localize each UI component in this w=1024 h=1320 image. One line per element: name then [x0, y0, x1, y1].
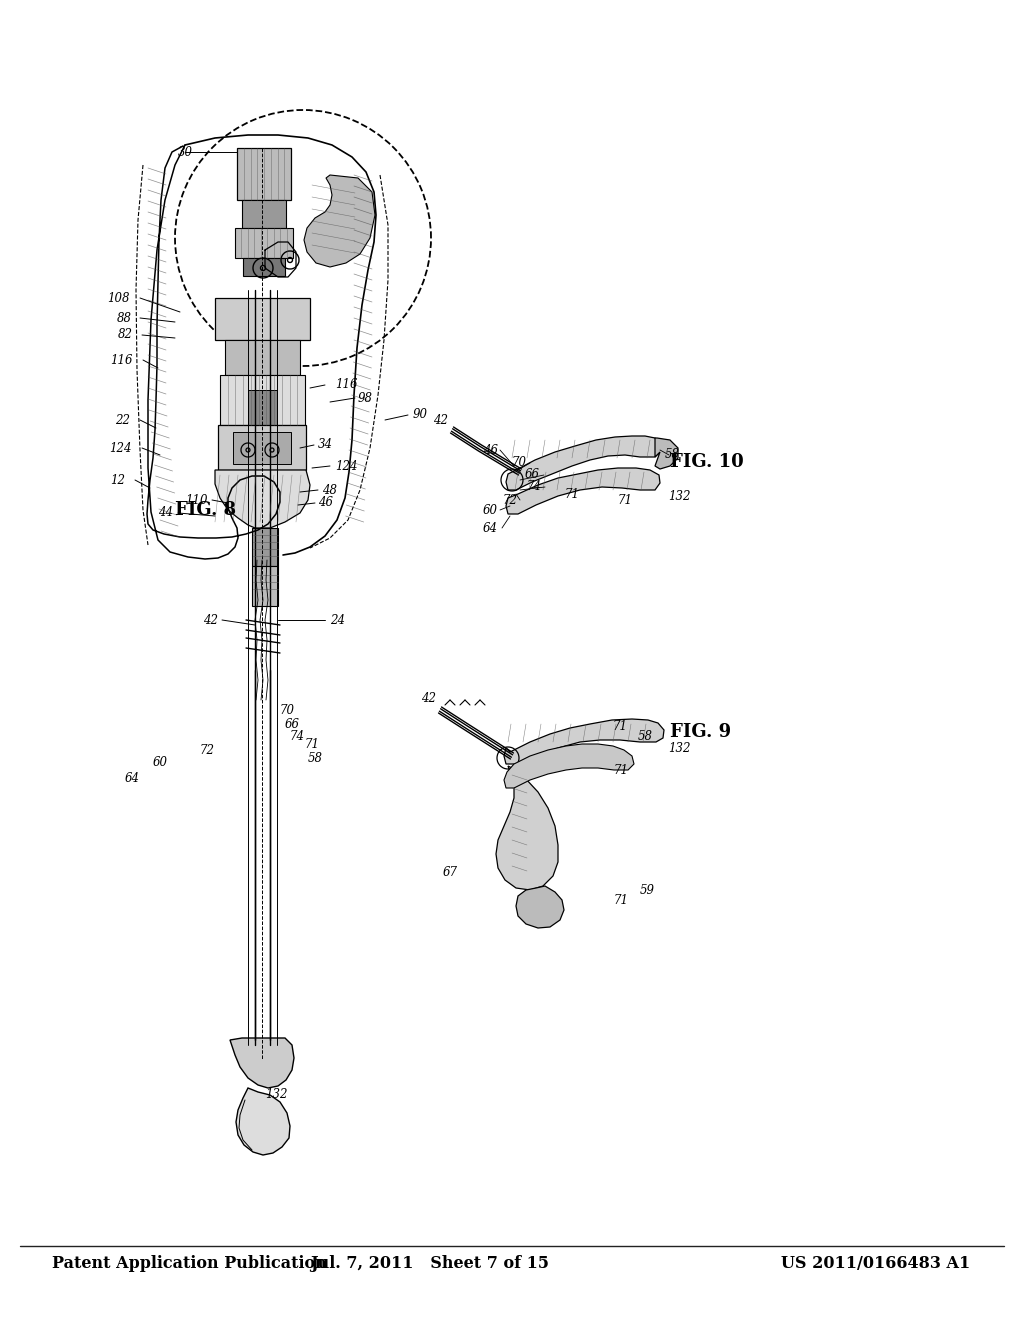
Text: 60: 60 [153, 755, 168, 768]
Text: 70: 70 [280, 704, 295, 717]
Text: 82: 82 [118, 329, 133, 342]
Text: 132: 132 [668, 742, 690, 755]
Text: 60: 60 [483, 503, 498, 516]
Text: 71: 71 [613, 719, 628, 733]
Polygon shape [496, 766, 558, 890]
Text: 71: 71 [305, 738, 319, 751]
Polygon shape [233, 432, 291, 465]
Text: 116: 116 [335, 379, 357, 392]
Polygon shape [504, 744, 634, 788]
Text: 70: 70 [512, 457, 527, 470]
Polygon shape [220, 375, 305, 425]
Text: 44: 44 [158, 507, 173, 520]
Text: 90: 90 [413, 408, 428, 421]
Text: 42: 42 [421, 692, 436, 705]
Polygon shape [243, 257, 285, 276]
Text: 124: 124 [110, 441, 132, 454]
Text: FIG. 8: FIG. 8 [175, 502, 237, 519]
Polygon shape [218, 425, 306, 470]
Text: 108: 108 [108, 292, 130, 305]
Polygon shape [506, 469, 660, 513]
Text: 88: 88 [117, 312, 132, 325]
Text: 66: 66 [285, 718, 300, 730]
Text: 98: 98 [358, 392, 373, 404]
Polygon shape [215, 470, 310, 528]
Text: 116: 116 [111, 354, 133, 367]
Text: 12: 12 [110, 474, 125, 487]
Text: 22: 22 [115, 413, 130, 426]
Text: 42: 42 [433, 413, 449, 426]
Text: 34: 34 [318, 438, 333, 451]
Polygon shape [252, 528, 278, 566]
Text: 71: 71 [614, 763, 629, 776]
Text: 110: 110 [185, 494, 208, 507]
Text: 24: 24 [330, 614, 345, 627]
Polygon shape [252, 566, 278, 606]
Polygon shape [215, 298, 310, 341]
Text: 59: 59 [640, 883, 655, 896]
Polygon shape [504, 719, 664, 764]
Text: 30: 30 [178, 145, 193, 158]
Polygon shape [248, 389, 278, 425]
Text: 72: 72 [200, 743, 215, 756]
Polygon shape [242, 201, 286, 228]
Text: 74: 74 [527, 480, 542, 494]
Polygon shape [655, 438, 678, 469]
Text: 58: 58 [638, 730, 653, 742]
Text: 74: 74 [290, 730, 305, 743]
Text: FIG. 9: FIG. 9 [670, 723, 731, 741]
Text: 42: 42 [203, 614, 218, 627]
Text: Patent Application Publication: Patent Application Publication [52, 1254, 327, 1271]
Polygon shape [506, 436, 660, 490]
Text: 46: 46 [318, 496, 333, 510]
Text: 46: 46 [483, 444, 498, 457]
Text: 132: 132 [265, 1089, 288, 1101]
Text: 71: 71 [614, 894, 629, 907]
Polygon shape [237, 148, 291, 201]
Text: 48: 48 [322, 483, 337, 496]
Polygon shape [225, 341, 300, 375]
Text: FIG. 10: FIG. 10 [670, 453, 743, 471]
Text: 132: 132 [668, 491, 690, 503]
Text: 67: 67 [443, 866, 458, 879]
Polygon shape [304, 176, 375, 267]
Text: 71: 71 [618, 494, 633, 507]
Polygon shape [230, 1038, 294, 1088]
Text: 72: 72 [503, 494, 518, 507]
Text: 58: 58 [308, 751, 323, 764]
Polygon shape [234, 228, 293, 257]
Text: 58: 58 [665, 449, 680, 462]
Text: 66: 66 [525, 469, 540, 482]
Text: 124: 124 [335, 459, 357, 473]
Text: Jul. 7, 2011   Sheet 7 of 15: Jul. 7, 2011 Sheet 7 of 15 [310, 1254, 550, 1271]
Text: US 2011/0166483 A1: US 2011/0166483 A1 [780, 1254, 970, 1271]
Polygon shape [516, 886, 564, 928]
Text: 64: 64 [125, 771, 140, 784]
Text: 71: 71 [565, 488, 580, 502]
Text: 64: 64 [483, 521, 498, 535]
Polygon shape [236, 1088, 290, 1155]
